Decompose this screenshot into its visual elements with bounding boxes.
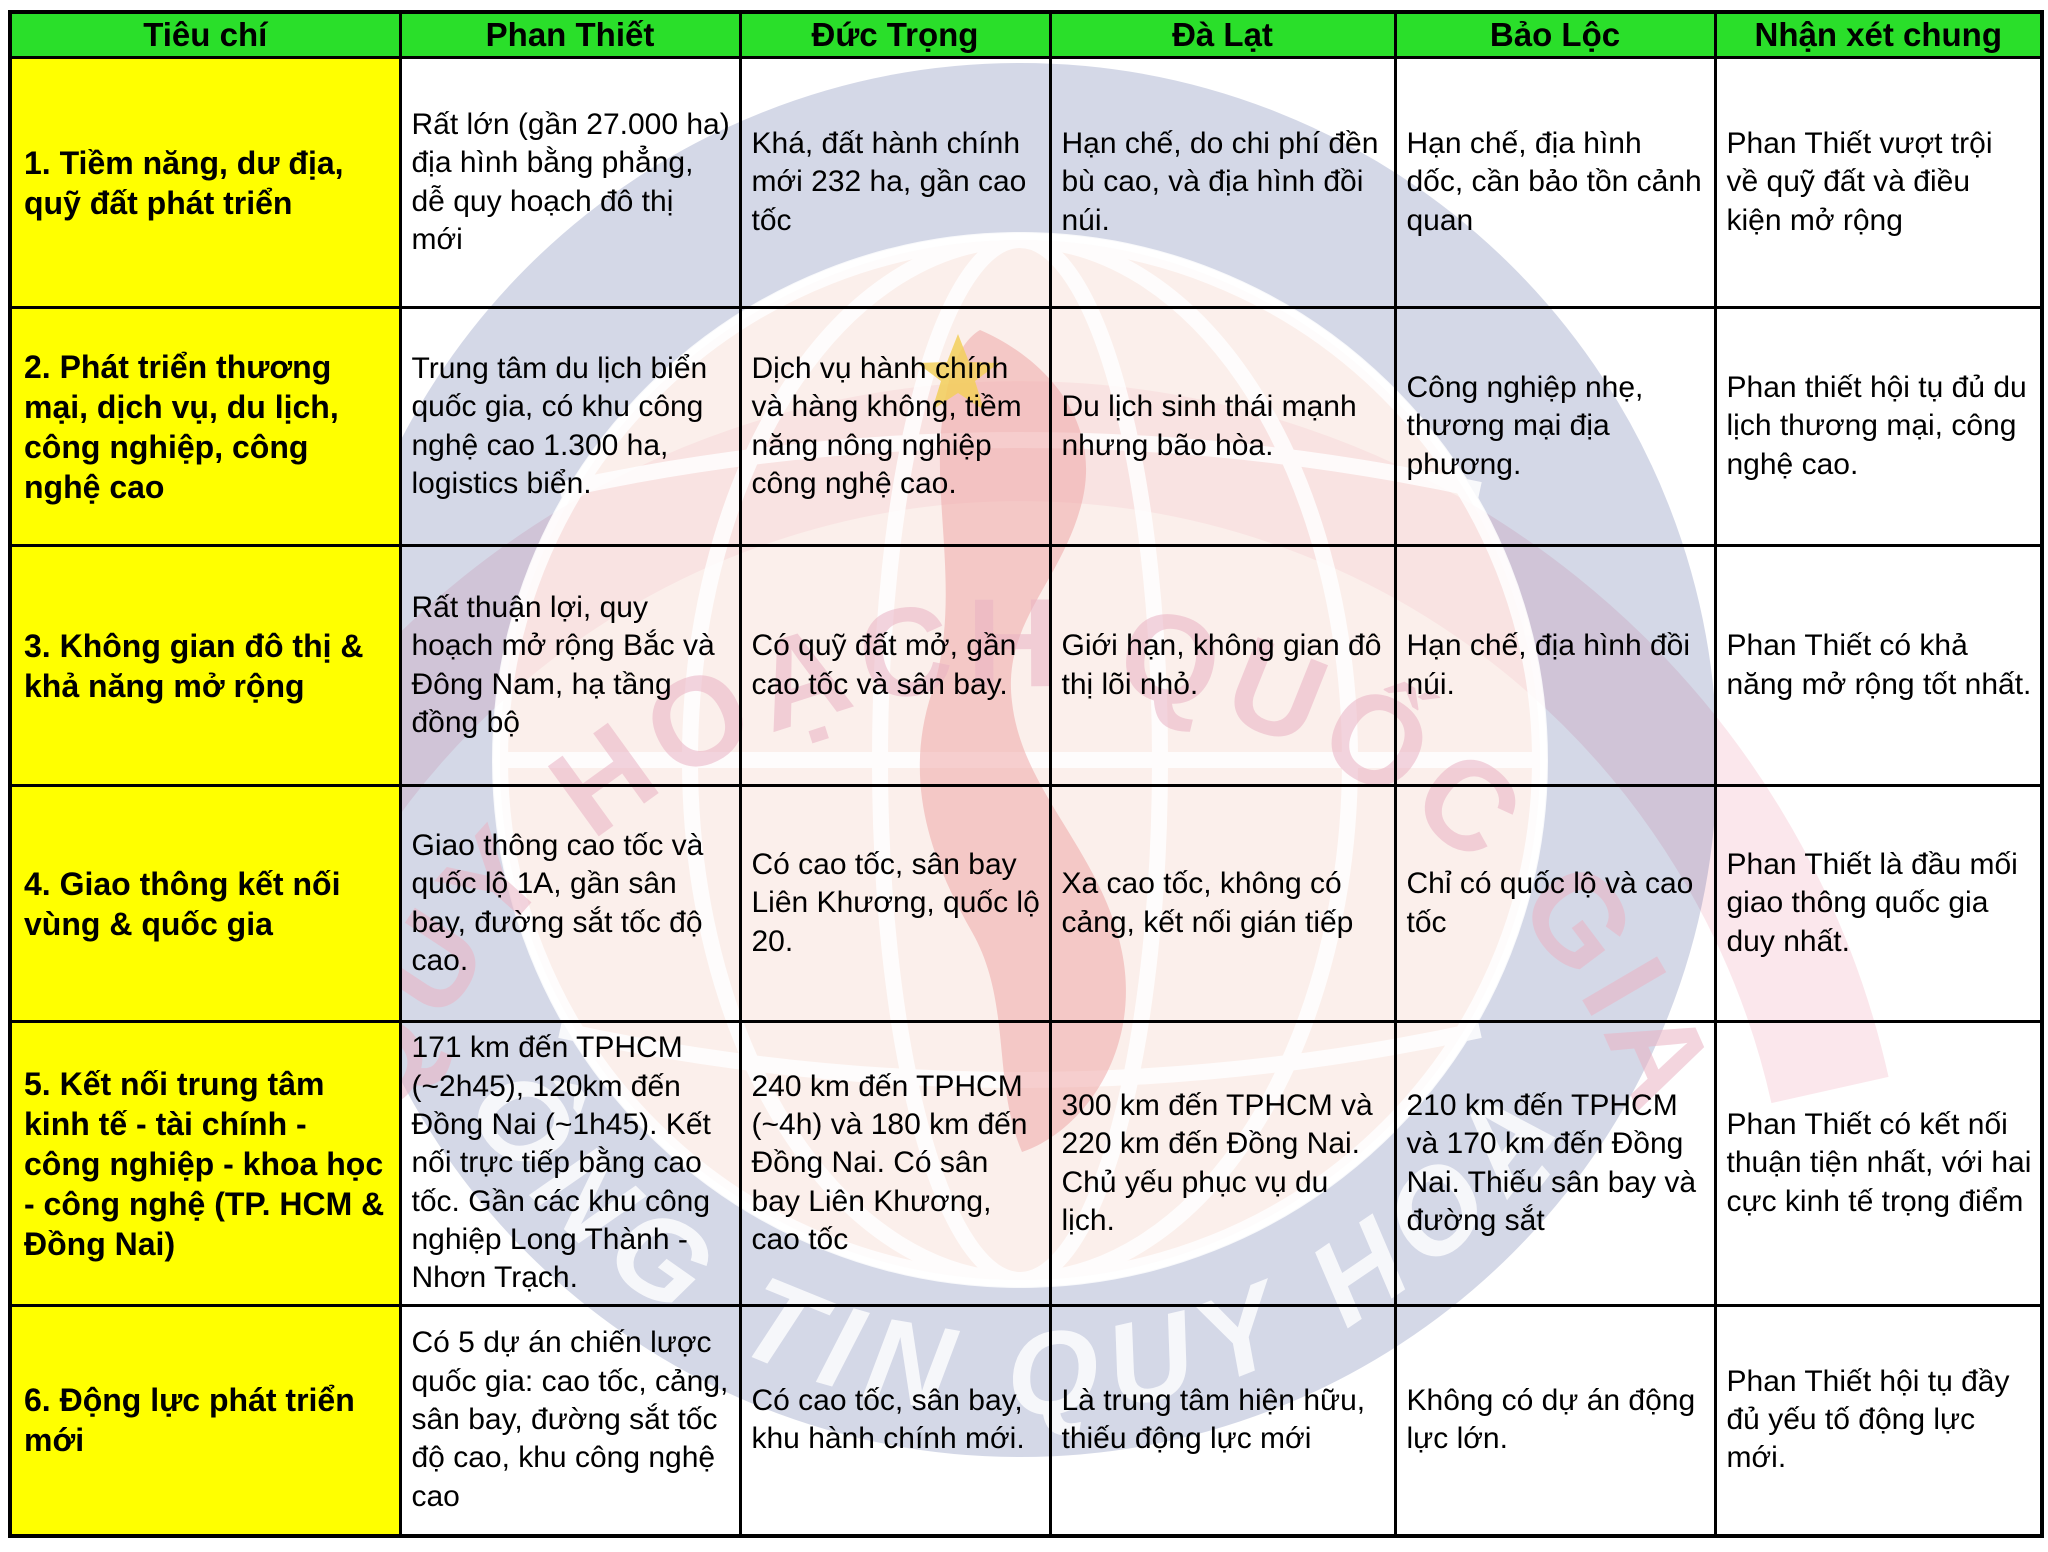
table-cell: Không có dự án động lực lớn. <box>1393 1304 1717 1537</box>
table-cell: Phan thiết hội tụ đủ du lịch thương mại,… <box>1713 306 2044 547</box>
table-cell: Giao thông cao tốc và quốc lộ 1A, gần sâ… <box>398 784 742 1023</box>
table-cell: Hạn chế, địa hình dốc, cần bảo tồn cảnh … <box>1393 56 1717 309</box>
criteria-cell: 6. Động lực phát triển mới <box>8 1304 402 1537</box>
table-cell: Phan Thiết có khả năng mở rộng tốt nhất. <box>1713 544 2044 787</box>
criteria-cell: 2. Phát triển thương mại, dịch vụ, du lị… <box>8 306 402 547</box>
table-row-2: 2. Phát triển thương mại, dịch vụ, du lị… <box>8 306 2044 547</box>
table-cell: Dịch vụ hành chính và hàng không, tiềm n… <box>738 306 1052 547</box>
table-cell: Là trung tâm hiện hữu, thiếu động lực mớ… <box>1048 1304 1397 1537</box>
table-cell: Rất thuận lợi, quy hoạch mở rộng Bắc và … <box>398 544 742 787</box>
table-cell: Phan Thiết hội tụ đầy đủ yếu tố động lực… <box>1713 1304 2044 1537</box>
header-row: Tiêu chí Phan Thiết Đức Trọng Đà Lạt Bảo… <box>8 10 2044 59</box>
criteria-cell: 4. Giao thông kết nối vùng & quốc gia <box>8 784 402 1023</box>
table-cell: Du lịch sinh thái mạnh nhưng bão hòa. <box>1048 306 1397 547</box>
table-row-1: 1. Tiềm năng, dư địa, quỹ đất phát triển… <box>8 56 2044 309</box>
table-cell: Phan Thiết là đầu mối giao thông quốc gi… <box>1713 784 2044 1023</box>
table-cell: Có quỹ đất mở, gần cao tốc và sân bay. <box>738 544 1052 787</box>
table-cell: 300 km đến TPHCM và 220 km đến Đồng Nai.… <box>1048 1020 1397 1307</box>
criteria-cell: 3. Không gian đô thị & khả năng mở rộng <box>8 544 402 787</box>
table-cell: Trung tâm du lịch biển quốc gia, có khu … <box>398 306 742 547</box>
table-cell: Phan Thiết vượt trội về quỹ đất và điều … <box>1713 56 2044 309</box>
header-cell-criteria: Tiêu chí <box>8 10 402 59</box>
table-cell: 210 km đến TPHCM và 170 km đến Đồng Nai.… <box>1393 1020 1717 1307</box>
header-cell-bao-loc: Bảo Lộc <box>1393 10 1717 59</box>
table-cell: Có 5 dự án chiến lược quốc gia: cao tốc,… <box>398 1304 742 1537</box>
city-comparison-table: Tiêu chí Phan Thiết Đức Trọng Đà Lạt Bảo… <box>8 10 2044 1538</box>
table-cell: 240 km đến TPHCM (~4h) và 180 km đến Đồn… <box>738 1020 1052 1307</box>
table-row-5: 5. Kết nối trung tâm kinh tế - tài chính… <box>8 1020 2044 1307</box>
table-cell: Hạn chế, địa hình đồi núi. <box>1393 544 1717 787</box>
table-cell: Hạn chế, do chi phí đền bù cao, và địa h… <box>1048 56 1397 309</box>
table-row-6: 6. Động lực phát triển mới Có 5 dự án ch… <box>8 1304 2044 1537</box>
table-cell: Chỉ có quốc lộ và cao tốc <box>1393 784 1717 1023</box>
table-cell: 171 km đến TPHCM (~2h45), 120km đến Đồng… <box>398 1020 742 1307</box>
table-cell: Có cao tốc, sân bay Liên Khương, quốc lộ… <box>738 784 1052 1023</box>
criteria-cell: 1. Tiềm năng, dư địa, quỹ đất phát triển <box>8 56 402 309</box>
table-cell: Xa cao tốc, không có cảng, kết nối gián … <box>1048 784 1397 1023</box>
table-row-4: 4. Giao thông kết nối vùng & quốc gia Gi… <box>8 784 2044 1023</box>
header-cell-da-lat: Đà Lạt <box>1048 10 1397 59</box>
header-cell-duc-trong: Đức Trọng <box>738 10 1052 59</box>
header-cell-phan-thiet: Phan Thiết <box>398 10 742 59</box>
table-cell: Phan Thiết có kết nối thuận tiện nhất, v… <box>1713 1020 2044 1307</box>
table-row-3: 3. Không gian đô thị & khả năng mở rộng … <box>8 544 2044 787</box>
table-cell: Rất lớn (gần 27.000 ha) địa hình bằng ph… <box>398 56 742 309</box>
table-cell: Giới hạn, không gian đô thị lõi nhỏ. <box>1048 544 1397 787</box>
table-cell: Công nghiệp nhẹ, thương mại địa phương. <box>1393 306 1717 547</box>
criteria-cell: 5. Kết nối trung tâm kinh tế - tài chính… <box>8 1020 402 1307</box>
table-cell: Khá, đất hành chính mới 232 ha, gần cao … <box>738 56 1052 309</box>
table-cell: Có cao tốc, sân bay, khu hành chính mới. <box>738 1304 1052 1537</box>
header-cell-summary: Nhận xét chung <box>1713 10 2044 59</box>
